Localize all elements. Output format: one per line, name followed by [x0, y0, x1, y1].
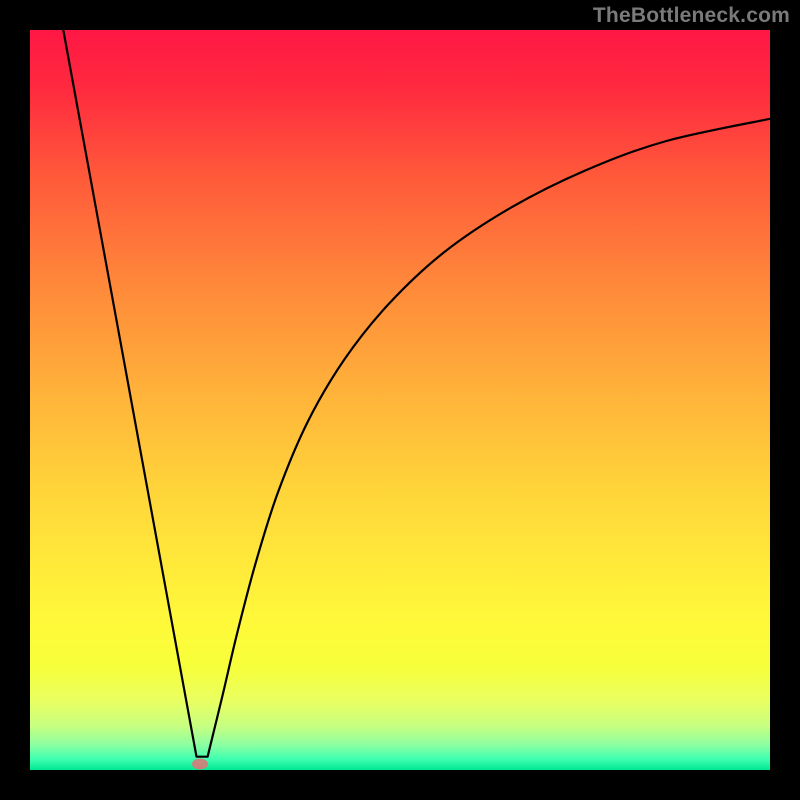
chart-frame [0, 0, 800, 800]
watermark-text: TheBottleneck.com [593, 4, 790, 28]
bottleneck-curve [30, 30, 770, 770]
optimal-marker [192, 759, 208, 770]
plot-area [30, 30, 770, 770]
